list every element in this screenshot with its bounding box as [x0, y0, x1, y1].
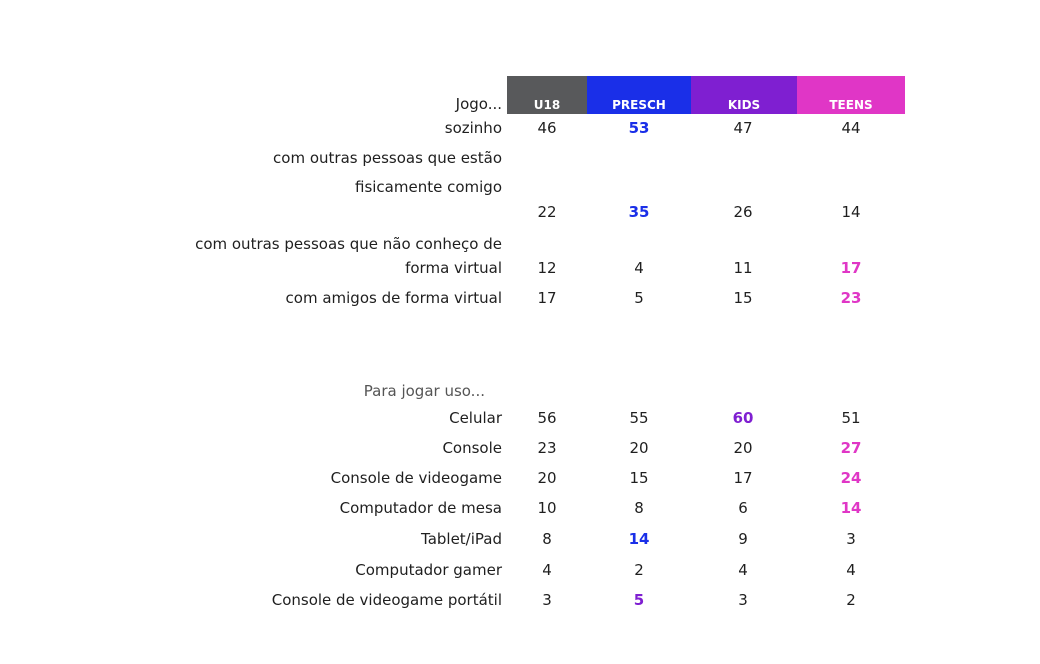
table-cell: 9 — [738, 530, 748, 548]
row-label: Tablet/iPad — [421, 530, 502, 548]
row-label: forma virtual — [405, 259, 502, 277]
table-cell: 12 — [537, 259, 557, 277]
table-cell: 27 — [840, 439, 862, 457]
row-label: com amigos de forma virtual — [285, 289, 502, 307]
table-cell: 4 — [634, 259, 644, 277]
row-label: com outras pessoas que estão — [273, 149, 502, 167]
table-cell: 46 — [537, 119, 557, 137]
table-cell: 5 — [634, 289, 644, 307]
column-header-teens: TEENS — [797, 76, 905, 114]
row-label: Computador gamer — [355, 561, 502, 579]
table-cell: 2 — [634, 561, 644, 579]
table-cell: 4 — [542, 561, 552, 579]
table-cell: 20 — [537, 469, 557, 487]
table-cell: 15 — [733, 289, 753, 307]
table-cell: 17 — [537, 289, 557, 307]
row-label: com outras pessoas que não conheço de — [195, 235, 502, 253]
row-label: Celular — [449, 409, 502, 427]
table-cell: 2 — [846, 591, 856, 609]
column-header-presch: PRESCH — [587, 76, 691, 114]
table-cell: 14 — [628, 530, 650, 548]
section-title-jogo: Jogo... — [455, 95, 502, 113]
row-label: sozinho — [444, 119, 502, 137]
column-header-kids: KIDS — [691, 76, 797, 114]
table-cell: 55 — [629, 409, 649, 427]
table-cell: 15 — [629, 469, 649, 487]
table-cell: 51 — [841, 409, 861, 427]
table-cell: 23 — [840, 289, 862, 307]
table-cell: 10 — [537, 499, 557, 517]
column-header-u18: U18 — [507, 76, 587, 114]
row-label: Computador de mesa — [339, 499, 502, 517]
table-cell: 53 — [628, 119, 650, 137]
table-cell: 14 — [840, 499, 862, 517]
table-cell: 4 — [738, 561, 748, 579]
table-cell: 5 — [633, 591, 645, 609]
table-cell: 20 — [733, 439, 753, 457]
row-label: Console de videogame — [330, 469, 502, 487]
table-cell: 3 — [542, 591, 552, 609]
table-cell: 26 — [733, 203, 753, 221]
table-cell: 17 — [733, 469, 753, 487]
table-cell: 23 — [537, 439, 557, 457]
row-label: fisicamente comigo — [355, 178, 502, 196]
table-cell: 8 — [542, 530, 552, 548]
section-title-para-jogar: Para jogar uso... — [363, 382, 485, 400]
table-cell: 44 — [841, 119, 861, 137]
table-cell: 3 — [846, 530, 856, 548]
table-cell: 35 — [628, 203, 650, 221]
row-label: Console — [442, 439, 502, 457]
table-cell: 6 — [738, 499, 748, 517]
table-cell: 47 — [733, 119, 753, 137]
table-cell: 17 — [840, 259, 862, 277]
table-cell: 24 — [840, 469, 862, 487]
table-cell: 60 — [732, 409, 754, 427]
table-cell: 22 — [537, 203, 557, 221]
table-cell: 20 — [629, 439, 649, 457]
row-label: Console de videogame portátil — [271, 591, 502, 609]
table-cell: 11 — [733, 259, 753, 277]
table-cell: 3 — [738, 591, 748, 609]
table-cell: 14 — [841, 203, 861, 221]
table-cell: 8 — [634, 499, 644, 517]
table-cell: 56 — [537, 409, 557, 427]
table-cell: 4 — [846, 561, 856, 579]
